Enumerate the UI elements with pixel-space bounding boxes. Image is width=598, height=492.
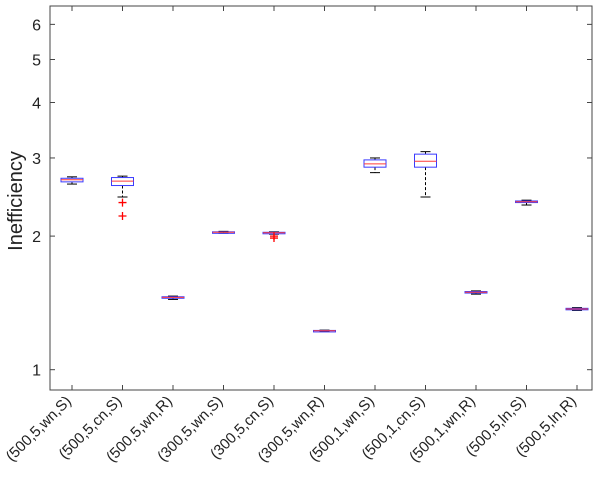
y-tick-label: 4 [32,96,41,113]
outlier-point [118,198,127,207]
outlier-point [118,211,127,220]
y-tick-label: 6 [32,17,41,34]
plot-area: 123456(500,5,wn,S)(500,5,cn,S)(500,5,wn,… [3,5,593,466]
box [414,153,437,168]
y-tick-label: 5 [32,53,41,70]
outlier-point [270,234,278,243]
plot-frame [49,5,593,391]
y-axis-title: Inefficiency [5,151,27,251]
y-tick-label: 2 [32,229,41,246]
y-tick-label: 3 [32,151,41,168]
y-tick-label: 1 [32,363,41,380]
